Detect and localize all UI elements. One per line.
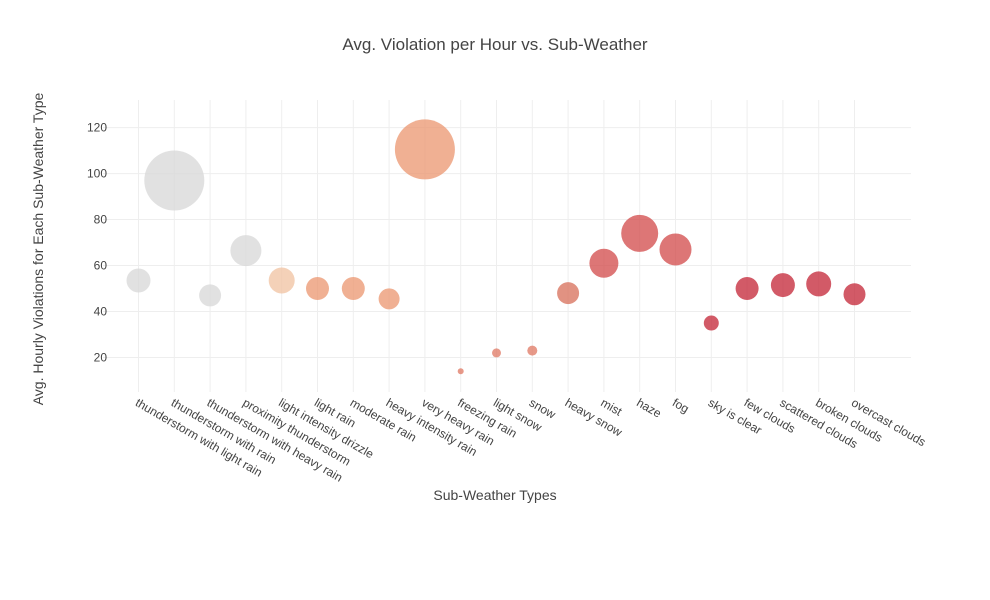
y-tick-label: 60 [94, 259, 108, 273]
x-tick-labels: thunderstorm with light rainthunderstorm… [133, 395, 928, 484]
grid-layer [103, 100, 911, 392]
x-axis-title: Sub-Weather Types [433, 487, 556, 503]
bubble-point[interactable] [659, 233, 692, 266]
y-axis-title: Avg. Hourly Violations for Each Sub-Weat… [30, 93, 46, 406]
bubble-point[interactable] [230, 235, 262, 267]
chart-title: Avg. Violation per Hour vs. Sub-Weather [342, 35, 648, 54]
bubble-point[interactable] [394, 119, 455, 180]
bubble-point[interactable] [589, 248, 619, 278]
y-tick-label: 20 [94, 351, 108, 365]
y-tick-labels: 20 40 60 80 100 120 [87, 121, 107, 365]
y-tick-label: 120 [87, 121, 107, 135]
bubble-point[interactable] [378, 288, 400, 310]
bubble-layer [126, 119, 866, 375]
bubble-point[interactable] [703, 315, 719, 331]
bubble-point[interactable] [199, 284, 222, 307]
bubble-point[interactable] [843, 283, 866, 306]
x-tick-label: fog [670, 395, 691, 415]
y-tick-label: 40 [94, 305, 108, 319]
bubble-point[interactable] [268, 267, 295, 294]
bubble-point[interactable] [457, 368, 464, 375]
bubble-point[interactable] [557, 282, 580, 305]
bubble-point[interactable] [527, 345, 538, 356]
bubble-point[interactable] [735, 277, 759, 301]
bubble-point[interactable] [806, 271, 832, 297]
bubble-point[interactable] [492, 348, 501, 358]
bubble-point[interactable] [341, 277, 365, 301]
bubble-point[interactable] [770, 273, 795, 298]
bubble-point[interactable] [306, 277, 329, 301]
y-tick-label: 80 [94, 213, 108, 227]
y-tick-label: 100 [87, 167, 107, 181]
bubble-point[interactable] [621, 214, 659, 252]
x-tick-label: haze [634, 395, 664, 420]
bubble-point[interactable] [126, 268, 151, 293]
bubble-point[interactable] [144, 150, 205, 211]
